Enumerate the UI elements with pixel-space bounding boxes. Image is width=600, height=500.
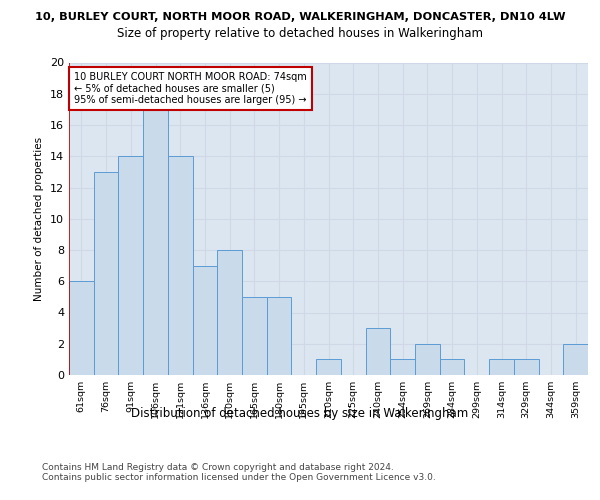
Bar: [316, 360, 341, 375]
Text: 10, BURLEY COURT, NORTH MOOR ROAD, WALKERINGHAM, DONCASTER, DN10 4LW: 10, BURLEY COURT, NORTH MOOR ROAD, WALKE…: [35, 12, 565, 22]
Bar: [143, 94, 168, 375]
Bar: [94, 172, 118, 375]
Text: Contains HM Land Registry data © Crown copyright and database right 2024.
Contai: Contains HM Land Registry data © Crown c…: [42, 462, 436, 482]
Bar: [118, 156, 143, 375]
Bar: [217, 250, 242, 375]
Bar: [242, 297, 267, 375]
Y-axis label: Number of detached properties: Number of detached properties: [34, 136, 44, 301]
Bar: [168, 156, 193, 375]
Bar: [69, 281, 94, 375]
Text: Distribution of detached houses by size in Walkeringham: Distribution of detached houses by size …: [131, 408, 469, 420]
Bar: [489, 360, 514, 375]
Bar: [193, 266, 217, 375]
Text: 10 BURLEY COURT NORTH MOOR ROAD: 74sqm
← 5% of detached houses are smaller (5)
9: 10 BURLEY COURT NORTH MOOR ROAD: 74sqm ←…: [74, 72, 307, 105]
Bar: [365, 328, 390, 375]
Text: Size of property relative to detached houses in Walkeringham: Size of property relative to detached ho…: [117, 28, 483, 40]
Bar: [440, 360, 464, 375]
Bar: [563, 344, 588, 375]
Bar: [267, 297, 292, 375]
Bar: [514, 360, 539, 375]
Bar: [415, 344, 440, 375]
Bar: [390, 360, 415, 375]
